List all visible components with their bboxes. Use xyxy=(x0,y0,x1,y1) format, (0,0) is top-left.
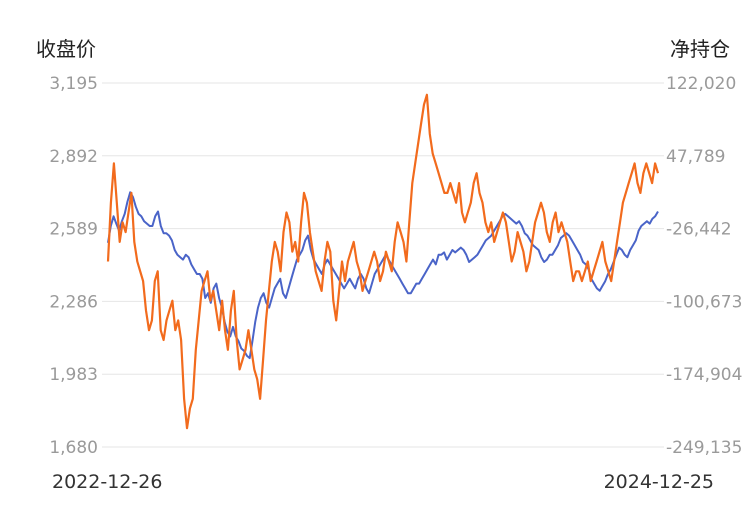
right-tick-label: -249,135 xyxy=(666,438,742,458)
x-start-label: 2022-12-26 xyxy=(52,471,162,493)
series-lines xyxy=(106,93,660,430)
right-axis-title: 净持仓 xyxy=(670,37,730,61)
left-axis-ticks: 3,195 2,892 2,589 2,286 1,983 1,680 xyxy=(49,74,98,458)
left-tick-label: 2,286 xyxy=(49,292,98,312)
left-tick-label: 1,983 xyxy=(49,365,98,385)
left-axis-title: 收盘价 xyxy=(36,37,96,61)
right-axis-ticks: 122,020 47,789 -26,442 -100,673 -174,904 -249… xyxy=(666,74,742,458)
gridlines xyxy=(102,82,664,448)
right-tick-label: -174,904 xyxy=(666,365,742,385)
right-tick-label: -26,442 xyxy=(666,220,732,240)
left-tick-label: 3,195 xyxy=(49,74,98,94)
left-tick-label: 2,892 xyxy=(49,147,98,167)
left-tick-label: 2,589 xyxy=(49,220,98,240)
x-end-label: 2024-12-25 xyxy=(604,471,714,493)
series-line-close xyxy=(107,191,659,360)
right-tick-label: 122,020 xyxy=(666,74,736,94)
right-tick-label: -100,673 xyxy=(666,292,742,312)
left-tick-label: 1,680 xyxy=(49,438,98,458)
series-line-net-position xyxy=(106,93,660,430)
right-tick-label: 47,789 xyxy=(666,147,725,167)
